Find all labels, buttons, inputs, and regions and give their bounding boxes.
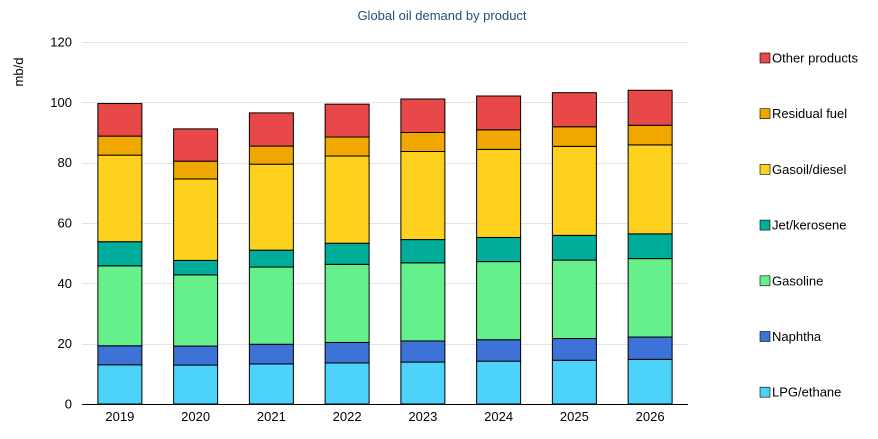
x-tick-label: 2026 (636, 409, 665, 424)
bar-segment (476, 339, 522, 362)
bar-segment (400, 98, 446, 133)
bar-segment (400, 361, 446, 405)
bar-segment (324, 155, 370, 244)
y-tick-label: 0 (65, 397, 72, 412)
y-tick-label: 100 (50, 95, 72, 110)
x-axis: 2019 2020 2021 2022 2023 2024 2025 2026 (82, 404, 688, 424)
y-tick-label: 20 (58, 336, 72, 351)
bar-segment (627, 336, 673, 360)
bar-segment (551, 259, 597, 340)
bar-segment (476, 129, 522, 150)
legend-swatch (759, 219, 771, 231)
bar-segment (400, 239, 446, 264)
bar-segment (248, 266, 294, 345)
x-tick-label: 2024 (484, 409, 513, 424)
legend-label: Jet/kerosene (772, 218, 846, 233)
bar-segment (248, 112, 294, 147)
bar-segment (173, 160, 219, 180)
legend-swatch (759, 52, 771, 64)
bar-segment (97, 103, 143, 137)
x-tick-label: 2019 (105, 409, 134, 424)
bar-segment (400, 132, 446, 153)
bar-segment (248, 163, 294, 251)
bar-segment (400, 340, 446, 363)
chart-title: Global oil demand by product (357, 8, 526, 23)
legend-label: Gasoil/diesel (772, 162, 847, 177)
bar-segment (173, 178, 219, 261)
bar-segment (551, 145, 597, 236)
bar-segment (551, 359, 597, 405)
legend-swatch (759, 275, 771, 287)
bar-segment (627, 258, 673, 338)
bar-segment (627, 144, 673, 235)
legend-label: Naphtha (772, 329, 822, 344)
bar-segment (627, 89, 673, 126)
bar-segment (324, 103, 370, 138)
y-tick-label: 120 (50, 35, 72, 50)
bar-segment (97, 364, 143, 405)
bar-segment (173, 259, 219, 276)
bar-segment (324, 362, 370, 405)
bars (97, 89, 673, 405)
bar-segment (551, 92, 597, 128)
gridlines (82, 42, 688, 345)
bar-segment (400, 262, 446, 342)
legend-label: Gasoline (772, 273, 823, 288)
bar-segment (476, 261, 522, 341)
legend-swatch (759, 164, 771, 175)
bar-segment (97, 154, 143, 243)
legend-label: LPG/ethane (772, 385, 841, 400)
legend-swatch (759, 386, 771, 398)
bar-segment (551, 338, 597, 361)
bar-segment (476, 360, 522, 405)
bar-segment (627, 124, 673, 146)
bar-segment (248, 343, 294, 365)
bar-segment (476, 95, 522, 131)
bar-segment (173, 274, 219, 347)
x-tick-label: 2025 (560, 409, 589, 424)
y-axis: 0 20 40 60 80 100 120 (50, 35, 72, 412)
bar-segment (324, 136, 370, 157)
bar-segment (400, 151, 446, 241)
bar-segment (476, 236, 522, 263)
x-tick-label: 2022 (333, 409, 362, 424)
bar-segment (173, 345, 219, 366)
bar-segment (97, 345, 143, 366)
bar-segment (248, 145, 294, 165)
x-tick-label: 2021 (257, 409, 286, 424)
bar-segment (551, 126, 597, 147)
bar-segment (97, 265, 143, 347)
legend-swatch (759, 331, 771, 342)
legend-label: Residual fuel (772, 106, 847, 121)
bar-segment (173, 364, 219, 405)
bar-segment (627, 233, 673, 260)
y-axis-label: mb/d (11, 58, 26, 87)
bar-segment (551, 234, 597, 261)
bar-segment (173, 128, 219, 162)
bar-segment (627, 358, 673, 405)
bar-segment (324, 263, 370, 343)
bar-segment (248, 249, 294, 268)
bar-segment (324, 242, 370, 265)
x-tick-label: 2023 (408, 409, 437, 424)
bar-segment (248, 363, 294, 405)
y-tick-label: 80 (58, 155, 72, 170)
legend: Other products Residual fuel Gasoil/diesel… (759, 51, 858, 400)
bar-segment (97, 241, 143, 267)
bar-segment (97, 135, 143, 156)
y-tick-label: 40 (58, 276, 72, 291)
y-tick-label: 60 (58, 216, 72, 231)
bar-segment (324, 341, 370, 364)
legend-label: Other products (772, 51, 858, 66)
x-tick-label: 2020 (181, 409, 210, 424)
bar-segment (476, 148, 522, 238)
legend-swatch (759, 108, 771, 119)
